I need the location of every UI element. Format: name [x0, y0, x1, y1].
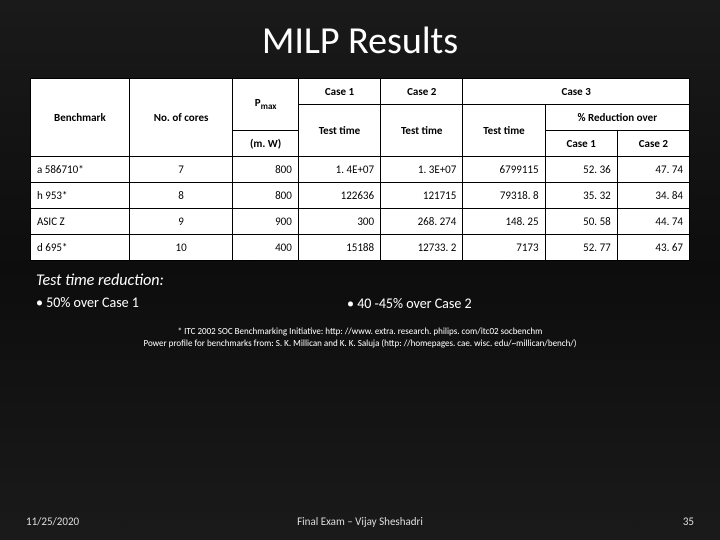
results-table: Benchmark No. of cores Pmax Case 1 Case …	[30, 78, 690, 261]
cell-c3tt: 148. 25	[463, 209, 545, 235]
bullet-summary: Test time reduction: 50% over Case 1 40 …	[36, 271, 684, 312]
cell-r2: 43. 67	[617, 235, 689, 261]
hdr-pmax: Pmax	[233, 79, 298, 131]
footnote-2: Power profile for benchmarks from: S. K.…	[30, 338, 690, 350]
cell-bench: h 953*	[31, 183, 130, 209]
cell-cores: 10	[129, 235, 233, 261]
cell-c1: 300	[298, 209, 380, 235]
hdr-c2-tt: Test time	[381, 105, 463, 157]
cell-cores: 8	[129, 183, 233, 209]
slide-title: MILP Results	[0, 0, 720, 78]
footnote-block: * ITC 2002 SOC Benchmarking Initiative: …	[0, 326, 720, 349]
cell-bench: ASIC Z	[31, 209, 130, 235]
cell-r1: 50. 58	[545, 209, 617, 235]
hdr-c3-tt: Test time	[463, 105, 545, 157]
bullet-1: 50% over Case 1	[36, 294, 321, 311]
pmax-sub: max	[261, 101, 277, 112]
hdr-red-c2: Case 2	[617, 131, 689, 157]
cell-pmax: 400	[233, 235, 298, 261]
cell-c3tt: 7173	[463, 235, 545, 261]
cell-c2: 12733. 2	[381, 235, 463, 261]
results-table-wrap: Benchmark No. of cores Pmax Case 1 Case …	[30, 78, 690, 261]
cell-r1: 35. 32	[545, 183, 617, 209]
bullets-heading: Test time reduction:	[36, 271, 321, 290]
footer-title: Final Exam – Vijay Sheshadri	[0, 515, 720, 528]
cell-c2: 1. 3E+07	[381, 157, 463, 183]
cell-cores: 9	[129, 209, 233, 235]
cell-bench: a 586710*	[31, 157, 130, 183]
cell-c3tt: 6799115	[463, 157, 545, 183]
cell-r1: 52. 36	[545, 157, 617, 183]
cell-r2: 44. 74	[617, 209, 689, 235]
cell-bench: d 695*	[31, 235, 130, 261]
cell-pmax: 800	[233, 157, 298, 183]
slide-footer: 11/25/2020 Final Exam – Vijay Sheshadri …	[0, 515, 720, 528]
table-row: h 953* 8 800 122636 121715 79318. 8 35. …	[31, 183, 690, 209]
cell-cores: 7	[129, 157, 233, 183]
hdr-case2: Case 2	[381, 79, 463, 105]
cell-c2: 268. 274	[381, 209, 463, 235]
hdr-reduction: % Reduction over	[545, 105, 689, 131]
table-row: ASIC Z 9 900 300 268. 274 148. 25 50. 58…	[31, 209, 690, 235]
hdr-case3: Case 3	[463, 79, 690, 105]
table-row: a 586710* 7 800 1. 4E+07 1. 3E+07 679911…	[31, 157, 690, 183]
hdr-case1: Case 1	[298, 79, 380, 105]
table-row: d 695* 10 400 15188 12733. 2 7173 52. 77…	[31, 235, 690, 261]
hdr-cores: No. of cores	[129, 79, 233, 157]
footer-page: 35	[683, 515, 694, 528]
cell-pmax: 900	[233, 209, 298, 235]
hdr-c1-tt: Test time	[298, 105, 380, 157]
bullet-2: 40 -45% over Case 2	[347, 295, 684, 312]
cell-c1: 15188	[298, 235, 380, 261]
cell-c3tt: 79318. 8	[463, 183, 545, 209]
footnote-1: * ITC 2002 SOC Benchmarking Initiative: …	[30, 326, 690, 338]
cell-r2: 47. 74	[617, 157, 689, 183]
cell-c1: 122636	[298, 183, 380, 209]
footer-date: 11/25/2020	[26, 515, 79, 528]
hdr-benchmark: Benchmark	[31, 79, 130, 157]
cell-c1: 1. 4E+07	[298, 157, 380, 183]
cell-r1: 52. 77	[545, 235, 617, 261]
hdr-red-c1: Case 1	[545, 131, 617, 157]
cell-pmax: 800	[233, 183, 298, 209]
hdr-pmax-unit: (m. W)	[233, 131, 298, 157]
cell-r2: 34. 84	[617, 183, 689, 209]
cell-c2: 121715	[381, 183, 463, 209]
